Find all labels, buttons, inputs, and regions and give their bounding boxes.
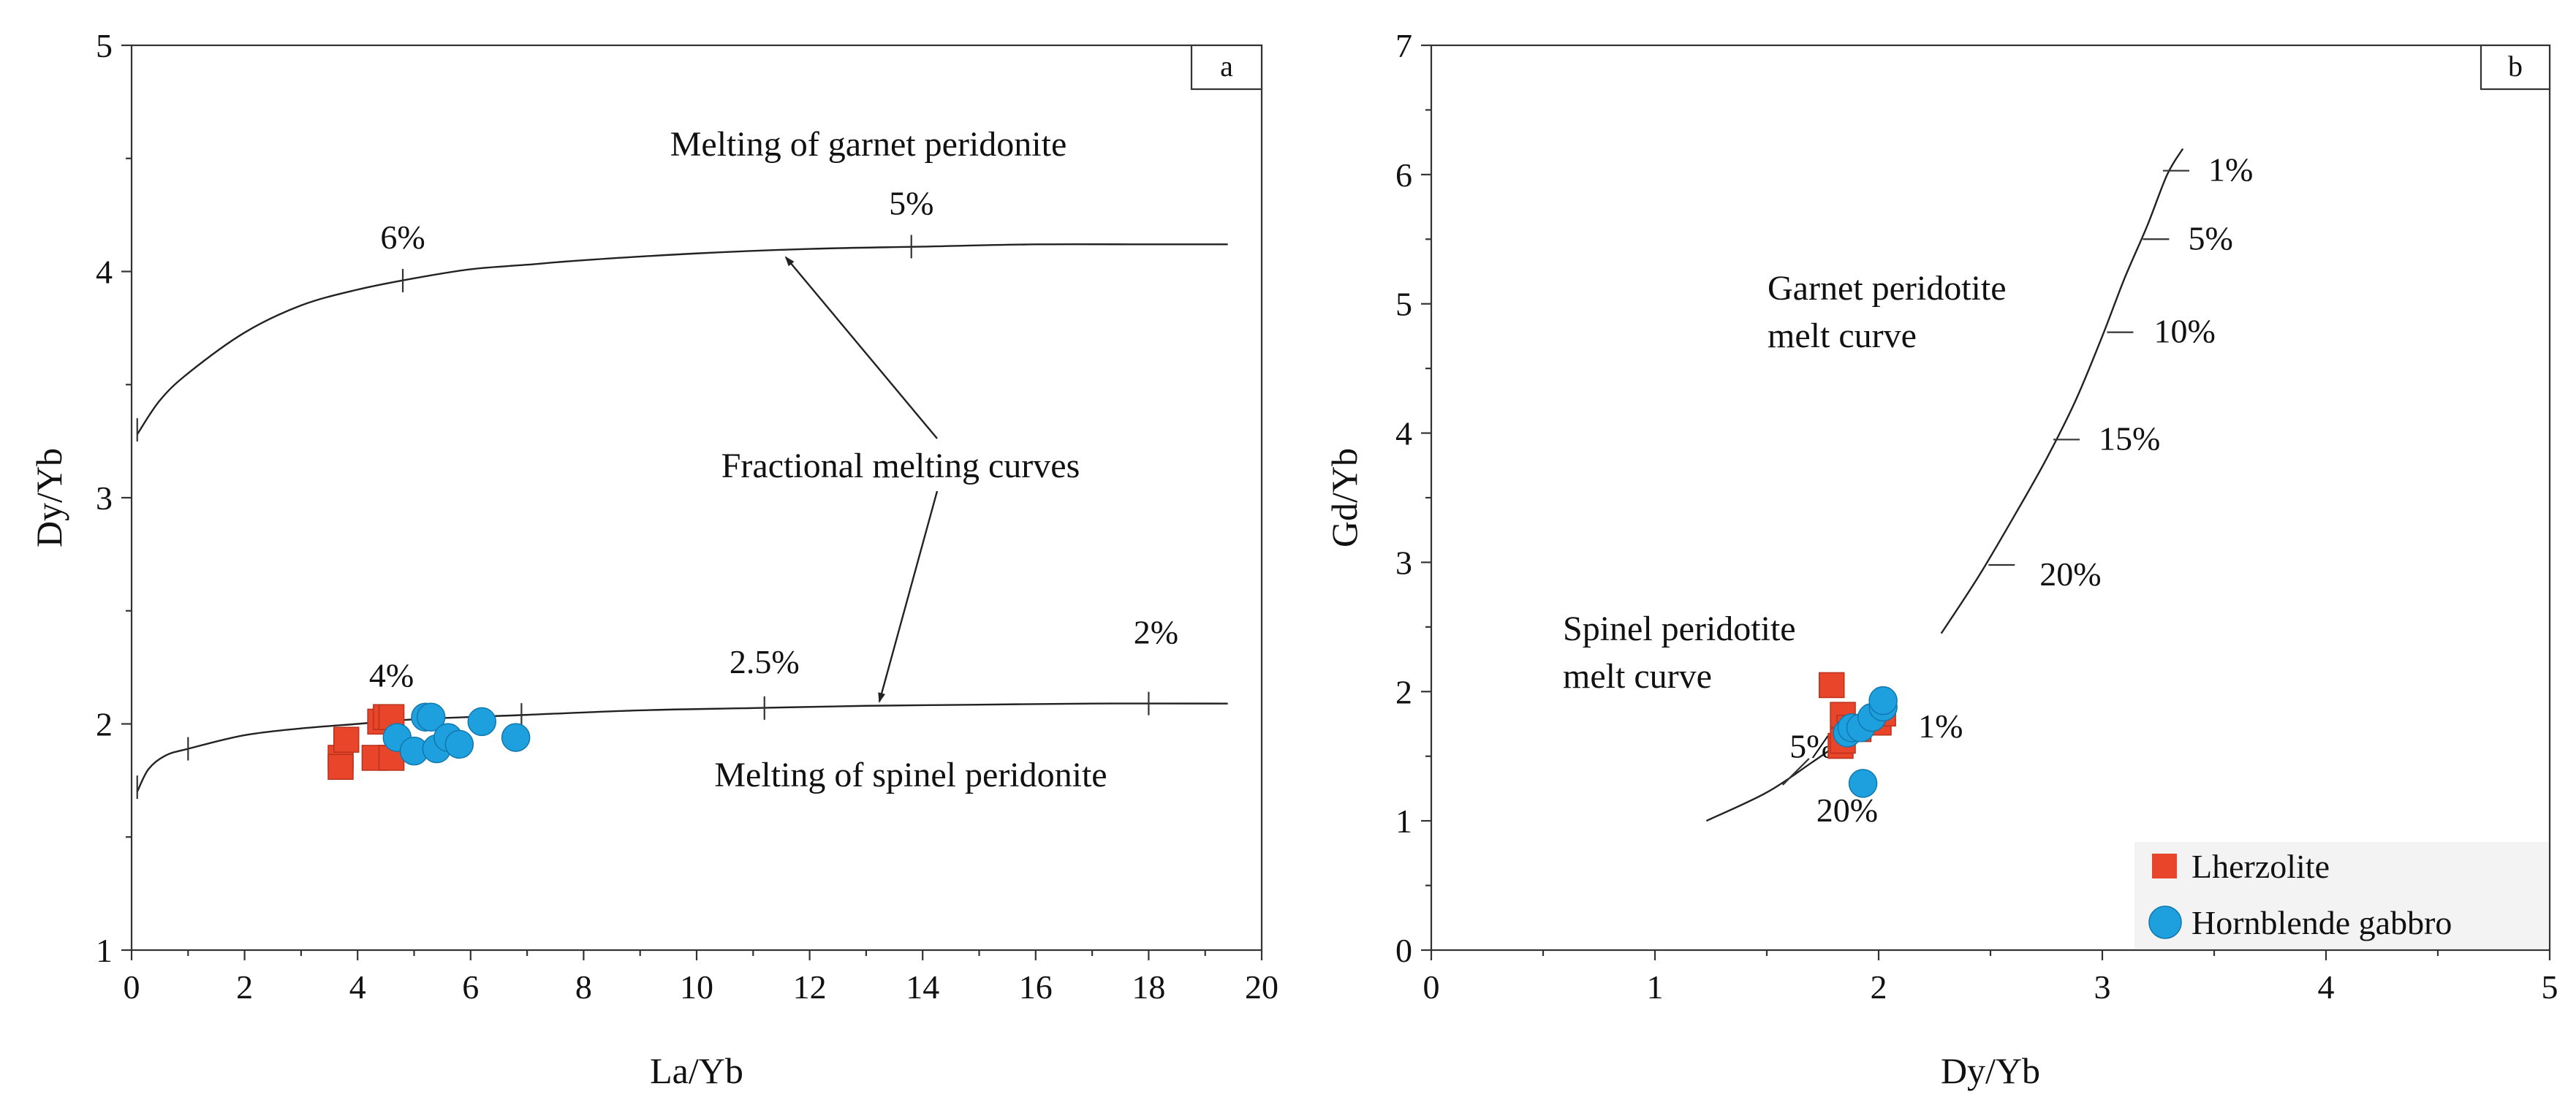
panel-a-xtick-label: 8 <box>575 968 592 1006</box>
panel-a-label: a <box>1220 50 1233 83</box>
panel-a-ytick-label: 4 <box>96 254 113 291</box>
panel-a-point-hornblende-gabbro <box>444 729 474 759</box>
panel-a-point-lherzolite <box>327 754 354 781</box>
panel-b-curve-mark-label: 1% <box>1918 707 1963 745</box>
panel-a-xtick-label: 14 <box>906 968 939 1006</box>
panel-a-curve-mark-label: 4% <box>369 656 414 694</box>
panel-b-point-hornblende-gabbro <box>1848 769 1878 798</box>
panel-a-ytick-label: 3 <box>96 479 113 517</box>
panel-a-curve-mark-label: 6% <box>380 219 425 256</box>
panel-b-ytick-label: 1 <box>1395 802 1412 840</box>
panel-b-xtick-label: 2 <box>1871 968 1887 1006</box>
panel-b-curve-mark <box>1782 758 1810 786</box>
panel-b-xtick-label: 3 <box>2094 968 2111 1006</box>
panel-b-annotation-spinel-2: melt curve <box>1563 657 1712 696</box>
panel-b: b Dy/Yb Gd/Yb 0 1 2 3 4 5 0 1 2 3 4 5 6 7 1% 5% 10% 15% 2… <box>1324 27 2558 1091</box>
panel-b-point-hornblende-gabbro <box>1868 686 1898 715</box>
legend-lherzolite-swatch <box>2152 854 2177 878</box>
panel-b-curve-mark-label: 5% <box>2188 219 2232 257</box>
panel-a-curve-mark-label: 2.5% <box>730 643 800 680</box>
panel-b-ytick-label: 7 <box>1395 27 1412 64</box>
panel-a-xtick-label: 20 <box>1245 968 1278 1006</box>
panel-b-xtick-label: 5 <box>2542 968 2558 1006</box>
panel-a-curve-mark-label: 5% <box>889 184 933 221</box>
legend-hornblende-label: Hornblende gabbro <box>2192 904 2452 941</box>
legend-hornblende-swatch <box>2148 906 2182 939</box>
panel-a-arrow-to-spinel <box>878 490 939 703</box>
panel-a-curve-mark-label: 2% <box>1134 614 1178 651</box>
panel-a-annotation-spinel: Melting of spinel peridonite <box>714 756 1107 794</box>
panel-b-label-box <box>2480 44 2551 91</box>
panel-b-ytick-label: 4 <box>1395 415 1412 452</box>
panel-b-ytick-label: 3 <box>1395 544 1412 581</box>
panel-b-curve-garnet-peridotite-melt-curve <box>1940 148 2184 634</box>
panel-b-ytick-label: 2 <box>1395 673 1412 710</box>
panel-a-xtick-label: 12 <box>793 968 827 1006</box>
panel-b-ytick-label: 0 <box>1395 932 1412 969</box>
panel-b-curve-mark-label: 5% <box>1789 727 1834 764</box>
panel-a-annotation-fractional: Fractional melting curves <box>721 447 1080 485</box>
panel-b-annotation-garnet-2: melt curve <box>1768 316 1917 355</box>
panel-a-ytick-label: 2 <box>96 706 113 743</box>
panel-a-xlabel: La/Yb <box>650 1050 743 1091</box>
panel-a-xtick-label: 0 <box>124 968 140 1006</box>
panel-a-point-hornblende-gabbro <box>501 723 531 752</box>
panel-b-curve-mark-label: 20% <box>1817 792 1878 829</box>
panel-a-annotation-garnet: Melting of garnet peridonite <box>670 125 1067 164</box>
panel-b-ytick-label: 5 <box>1395 286 1412 323</box>
panel-b-xlabel: Dy/Yb <box>1941 1050 2040 1091</box>
panel-b-curve-mark-label: 15% <box>2099 420 2160 457</box>
panel-a-point-lherzolite <box>333 726 360 753</box>
legend: Lherzolite Hornblende gabbro <box>2134 842 2548 949</box>
panel-a-arrow-to-garnet <box>784 256 938 439</box>
panel-a-xtick-label: 16 <box>1019 968 1053 1006</box>
panel-a-xtick-label: 6 <box>462 968 479 1006</box>
panel-b-annotation-garnet-1: Garnet peridotite <box>1768 269 2007 308</box>
panel-b-point-lherzolite <box>1818 672 1845 699</box>
panel-b-annotation-spinel-1: Spinel peridotite <box>1563 610 1796 648</box>
panel-b-xtick-label: 0 <box>1423 968 1440 1006</box>
panel-b-label: b <box>2508 50 2523 83</box>
panel-a-ytick-label: 1 <box>96 932 113 969</box>
panel-a-ytick-label: 5 <box>96 27 113 64</box>
panel-a-frame <box>130 44 1263 952</box>
panel-a-ylabel: Dy/Yb <box>29 448 69 547</box>
panel-a-point-hornblende-gabbro <box>467 707 497 737</box>
panel-b-curve-mark-label: 1% <box>2208 151 2253 189</box>
panel-a-xtick-label: 10 <box>680 968 713 1006</box>
panel-a-xtick-label: 4 <box>349 968 366 1006</box>
panel-a-label-box <box>1190 44 1263 91</box>
legend-box <box>2134 842 2548 949</box>
panel-b-curve-mark-label: 10% <box>2153 313 2215 350</box>
panel-b-curve-mark-label: 20% <box>2039 555 2101 593</box>
panel-b-frame <box>1430 44 2551 952</box>
panel-b-xtick-label: 1 <box>1647 968 1664 1006</box>
panel-b-ytick-label: 6 <box>1395 156 1412 194</box>
panel-b-xtick-label: 4 <box>2318 968 2335 1006</box>
panel-a-xtick-label: 18 <box>1132 968 1165 1006</box>
panel-a-point-hornblende-gabbro <box>416 702 446 732</box>
panel-a-xtick-label: 2 <box>236 968 253 1006</box>
legend-lherzolite-label: Lherzolite <box>2192 848 2330 885</box>
panel-a-curve-melting-of-garnet-peridonite <box>136 243 1228 436</box>
panel-b-ylabel: Gd/Yb <box>1324 448 1365 547</box>
